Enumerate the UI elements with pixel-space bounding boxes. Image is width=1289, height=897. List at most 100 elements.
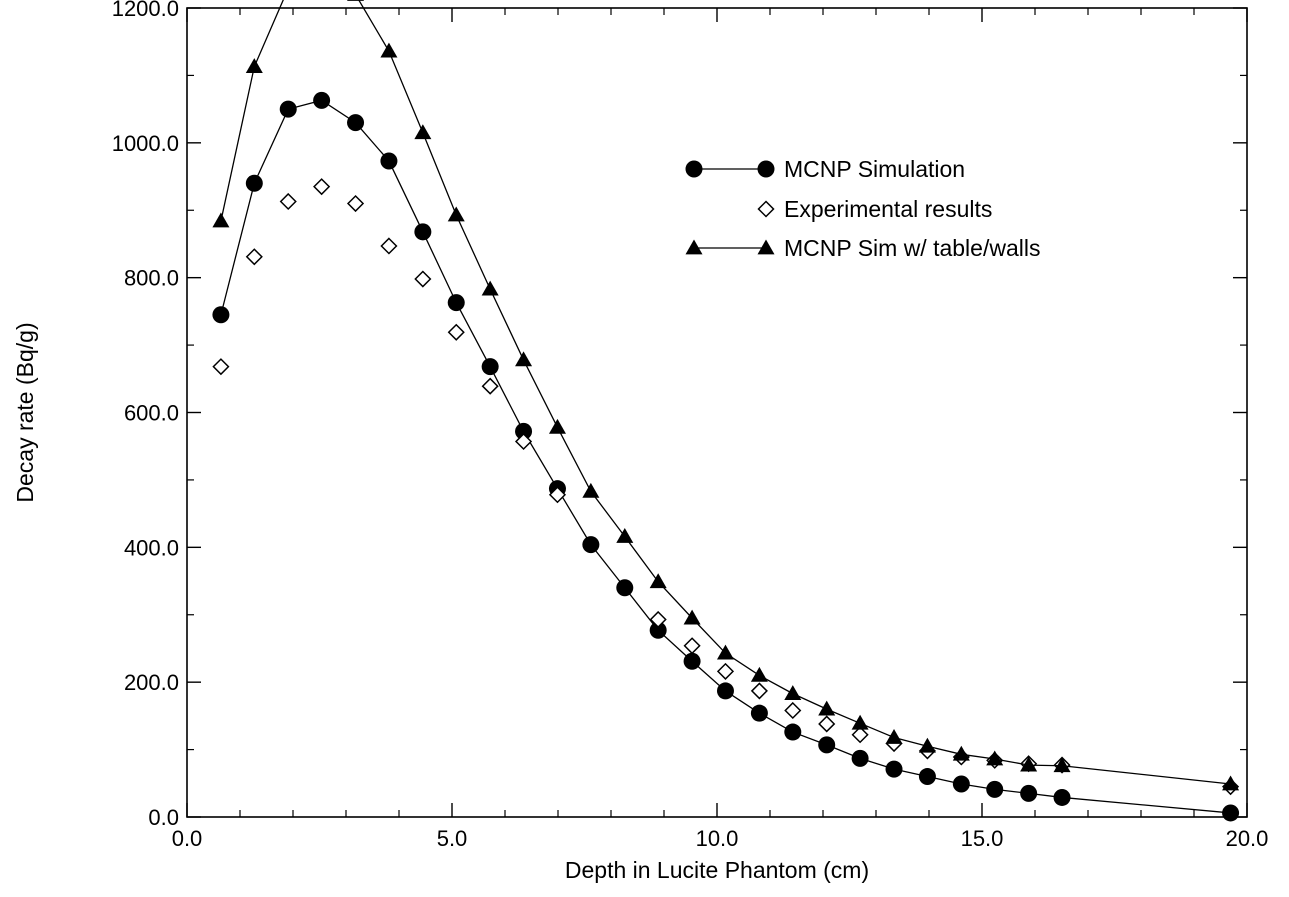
data-point-mcnp-simulation xyxy=(212,306,230,324)
data-point-experimental-results xyxy=(380,237,398,255)
legend-marker xyxy=(757,160,775,178)
series-mcnp-sim-table-walls xyxy=(212,0,1240,791)
data-point-mcnp-simulation xyxy=(347,114,365,132)
data-point-mcnp-simulation xyxy=(582,536,600,554)
plot-frame xyxy=(186,7,1248,818)
data-point-mcnp-simulation xyxy=(1020,784,1038,802)
data-point-mcnp-sim-table-walls xyxy=(818,700,836,716)
data-point-mcnp-sim-table-walls xyxy=(414,124,432,140)
series-line-mcnp-simulation xyxy=(220,99,1231,814)
data-point-mcnp-simulation xyxy=(750,704,768,722)
series-experimental-results xyxy=(212,178,1240,796)
data-point-experimental-results xyxy=(784,701,802,720)
data-point-mcnp-simulation xyxy=(986,780,1004,798)
data-point-mcnp-sim-table-walls xyxy=(515,351,533,367)
data-point-experimental-results xyxy=(750,682,768,700)
x-tick-label: 15.0 xyxy=(961,826,1004,851)
data-point-mcnp-sim-table-walls xyxy=(347,0,365,1)
x-axis-title: Depth in Lucite Phantom (cm) xyxy=(565,857,869,883)
data-point-mcnp-simulation xyxy=(414,223,432,241)
data-point-mcnp-sim-table-walls xyxy=(245,58,263,74)
data-point-mcnp-simulation xyxy=(313,91,331,109)
y-tick-label: 1200.0 xyxy=(112,0,179,21)
x-tick-label: 20.0 xyxy=(1226,826,1269,851)
data-point-experimental-results xyxy=(683,637,701,655)
data-point-mcnp-sim-table-walls xyxy=(616,528,634,543)
data-point-mcnp-sim-table-walls xyxy=(582,482,600,498)
data-point-mcnp-sim-table-walls xyxy=(784,685,802,701)
data-point-mcnp-sim-table-walls xyxy=(683,609,701,625)
data-point-mcnp-sim-table-walls xyxy=(447,206,465,222)
data-point-mcnp-simulation xyxy=(851,749,869,767)
data-point-mcnp-sim-table-walls xyxy=(548,418,566,434)
data-point-experimental-results xyxy=(279,192,297,211)
data-point-mcnp-sim-table-walls xyxy=(986,750,1004,766)
data-point-mcnp-simulation xyxy=(481,358,499,376)
legend-label: MCNP Simulation xyxy=(784,156,965,182)
data-point-mcnp-simulation xyxy=(784,723,802,741)
data-point-mcnp-simulation xyxy=(683,652,701,670)
series-mcnp-simulation xyxy=(212,91,1240,822)
data-point-mcnp-sim-table-walls xyxy=(716,644,734,660)
legend: MCNP Simulation Experimental results MCNP … xyxy=(685,156,1040,261)
data-point-experimental-results xyxy=(212,358,230,376)
data-point-mcnp-sim-table-walls xyxy=(851,714,869,730)
data-point-mcnp-simulation xyxy=(515,422,533,440)
data-point-experimental-results xyxy=(313,178,331,196)
legend-label: Experimental results xyxy=(784,196,992,222)
data-point-mcnp-sim-table-walls xyxy=(212,212,230,228)
legend-marker xyxy=(757,200,775,218)
data-point-mcnp-sim-table-walls xyxy=(1020,756,1038,772)
data-point-experimental-results xyxy=(514,432,533,451)
data-point-experimental-results xyxy=(548,486,567,504)
data-point-experimental-results xyxy=(649,610,667,629)
data-point-mcnp-sim-table-walls xyxy=(649,573,667,589)
legend-marker xyxy=(685,160,703,178)
data-point-mcnp-sim-table-walls xyxy=(918,737,936,753)
data-point-experimental-results xyxy=(818,715,836,733)
data-point-mcnp-sim-table-walls xyxy=(750,666,768,682)
data-point-experimental-results xyxy=(481,377,499,395)
data-point-mcnp-simulation xyxy=(716,682,734,700)
data-point-experimental-results xyxy=(851,726,869,744)
x-tick-label: 10.0 xyxy=(696,826,739,851)
y-tick-label: 1000.0 xyxy=(112,131,179,156)
y-axis-title: Decay rate (Bq/g) xyxy=(12,322,38,502)
data-point-mcnp-simulation xyxy=(649,621,667,639)
data-point-mcnp-simulation xyxy=(447,294,465,312)
data-point-experimental-results xyxy=(346,194,365,213)
data-point-mcnp-sim-table-walls xyxy=(380,42,398,58)
data-point-mcnp-sim-table-walls xyxy=(1053,757,1071,773)
data-point-mcnp-simulation xyxy=(616,579,634,597)
data-point-experimental-results xyxy=(447,323,465,341)
x-tick-label: 0.0 xyxy=(172,826,203,851)
axis-ticks xyxy=(186,7,1248,818)
legend-marker xyxy=(685,239,703,255)
data-point-experimental-results xyxy=(414,270,432,288)
y-tick-label: 0.0 xyxy=(148,805,179,830)
data-point-mcnp-simulation xyxy=(818,736,836,754)
data-point-mcnp-sim-table-walls xyxy=(481,280,499,296)
legend-item-experimental-results: Experimental results xyxy=(757,196,992,222)
axis-tick-labels: 0.0 5.0 10.0 15.0 20.0 0.0 200.0 400.0 600.0 800.… xyxy=(112,0,1269,851)
y-tick-label: 200.0 xyxy=(124,670,179,695)
data-point-mcnp-simulation xyxy=(245,174,263,192)
data-point-experimental-results xyxy=(716,662,735,680)
y-tick-label: 800.0 xyxy=(124,266,179,291)
data-point-mcnp-simulation xyxy=(1222,804,1240,822)
data-point-mcnp-simulation xyxy=(380,152,398,170)
x-tick-label: 5.0 xyxy=(437,826,468,851)
y-tick-label: 600.0 xyxy=(124,401,179,426)
data-point-mcnp-simulation xyxy=(952,775,970,793)
data-point-mcnp-simulation xyxy=(918,768,936,786)
data-point-mcnp-simulation xyxy=(1053,788,1071,806)
legend-marker xyxy=(757,239,775,255)
data-point-experimental-results xyxy=(245,248,263,266)
data-point-mcnp-simulation xyxy=(885,760,903,778)
data-point-mcnp-simulation xyxy=(279,100,297,118)
legend-item-mcnp-sim-table-walls: MCNP Sim w/ table/walls xyxy=(685,235,1040,261)
legend-label: MCNP Sim w/ table/walls xyxy=(784,235,1040,261)
data-point-mcnp-sim-table-walls xyxy=(885,728,903,744)
y-tick-label: 400.0 xyxy=(124,535,179,560)
